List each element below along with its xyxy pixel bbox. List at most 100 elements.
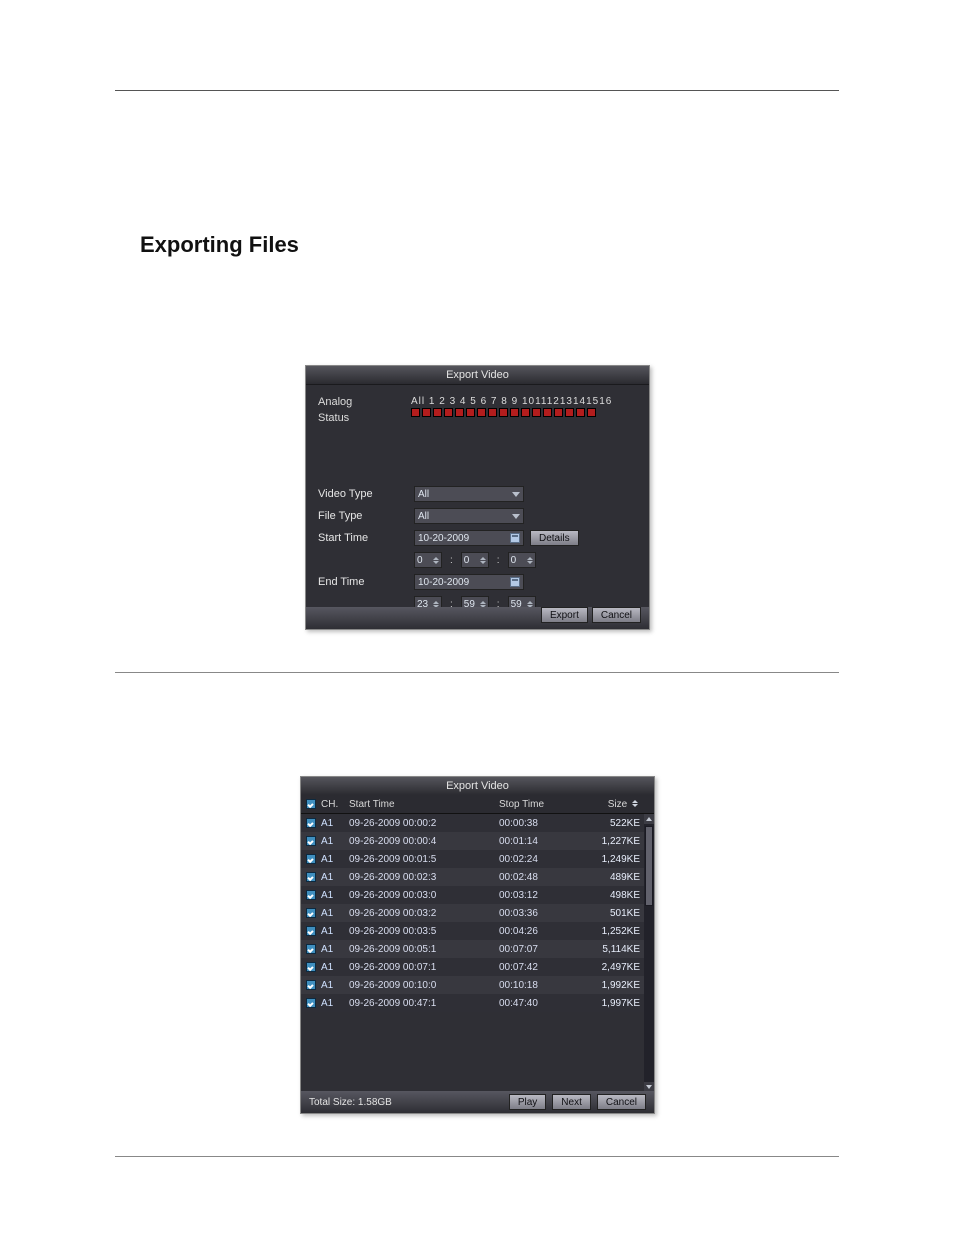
cancel-button[interactable]: Cancel xyxy=(592,607,641,623)
next-button[interactable]: Next xyxy=(552,1094,591,1110)
row-checkbox[interactable] xyxy=(306,890,316,900)
channel-box[interactable] xyxy=(466,408,475,417)
row-checkbox[interactable] xyxy=(306,926,316,936)
table-row[interactable]: A109-26-2009 00:00:200:00:38522KE xyxy=(301,814,654,832)
channel-box-all[interactable] xyxy=(411,408,420,417)
table-row[interactable]: A109-26-2009 00:47:100:47:401,997KE xyxy=(301,994,654,1012)
col-ch[interactable]: CH. xyxy=(321,799,349,810)
export-button[interactable]: Export xyxy=(541,607,588,623)
colon: : xyxy=(495,555,502,566)
scroll-up-icon[interactable] xyxy=(644,814,654,824)
channel-box[interactable] xyxy=(444,408,453,417)
start-sec-value: 0 xyxy=(511,555,517,566)
col-stop[interactable]: Stop Time xyxy=(499,799,570,810)
row-checkbox[interactable] xyxy=(306,854,316,864)
divider-rule-2 xyxy=(115,1156,839,1157)
cell-size: 489KE xyxy=(572,872,654,883)
cell-stop: 00:03:36 xyxy=(499,908,572,919)
start-date-input[interactable]: 10-20-2009 xyxy=(414,530,524,546)
channel-box[interactable] xyxy=(433,408,442,417)
cell-ch: A1 xyxy=(321,890,349,901)
calendar-icon xyxy=(510,577,520,587)
cell-start: 09-26-2009 00:05:1 xyxy=(349,944,499,955)
start-min-stepper[interactable]: 0 xyxy=(461,552,489,568)
label-start-time: Start Time xyxy=(318,532,408,544)
cell-start: 09-26-2009 00:03:0 xyxy=(349,890,499,901)
col-start[interactable]: Start Time xyxy=(349,799,499,810)
video-type-select[interactable]: All xyxy=(414,486,524,502)
cell-stop: 00:03:12 xyxy=(499,890,572,901)
col-size-label: Size xyxy=(608,799,627,810)
cell-ch: A1 xyxy=(321,980,349,991)
details-button[interactable]: Details xyxy=(530,530,579,546)
cell-size: 2,497KE xyxy=(572,962,654,973)
video-type-value: All xyxy=(418,489,429,500)
channel-box[interactable] xyxy=(477,408,486,417)
cell-ch: A1 xyxy=(321,926,349,937)
channel-box[interactable] xyxy=(499,408,508,417)
cell-start: 09-26-2009 00:07:1 xyxy=(349,962,499,973)
cell-size: 1,249KE xyxy=(572,854,654,865)
row-checkbox[interactable] xyxy=(306,818,316,828)
table-row[interactable]: A109-26-2009 00:03:000:03:12498KE xyxy=(301,886,654,904)
cell-stop: 00:02:48 xyxy=(499,872,572,883)
cell-ch: A1 xyxy=(321,836,349,847)
cell-ch: A1 xyxy=(321,872,349,883)
channel-box[interactable] xyxy=(565,408,574,417)
top-rule xyxy=(115,90,839,91)
cell-stop: 00:02:24 xyxy=(499,854,572,865)
table-row[interactable]: A109-26-2009 00:02:300:02:48489KE xyxy=(301,868,654,886)
cell-stop: 00:47:40 xyxy=(499,998,572,1009)
start-hour-stepper[interactable]: 0 xyxy=(414,552,442,568)
row-checkbox[interactable] xyxy=(306,908,316,918)
cell-start: 09-26-2009 00:03:2 xyxy=(349,908,499,919)
channel-box[interactable] xyxy=(488,408,497,417)
table-row[interactable]: A109-26-2009 00:03:500:04:261,252KE xyxy=(301,922,654,940)
cell-size: 522KE xyxy=(572,818,654,829)
scrollbar[interactable] xyxy=(644,814,654,1091)
channel-box[interactable] xyxy=(510,408,519,417)
channel-box[interactable] xyxy=(422,408,431,417)
row-checkbox[interactable] xyxy=(306,962,316,972)
table-row[interactable]: A109-26-2009 00:05:100:07:075,114KE xyxy=(301,940,654,958)
row-checkbox[interactable] xyxy=(306,836,316,846)
cell-start: 09-26-2009 00:01:5 xyxy=(349,854,499,865)
channel-box[interactable] xyxy=(576,408,585,417)
table-row[interactable]: A109-26-2009 00:03:200:03:36501KE xyxy=(301,904,654,922)
channel-header: All 1 2 3 4 5 6 7 8 9 10111213141516 xyxy=(411,396,612,407)
channel-box[interactable] xyxy=(587,408,596,417)
table-row[interactable]: A109-26-2009 00:00:400:01:141,227KE xyxy=(301,832,654,850)
col-size[interactable]: Size xyxy=(570,799,654,810)
row-checkbox[interactable] xyxy=(306,872,316,882)
table-row[interactable]: A109-26-2009 00:10:000:10:181,992KE xyxy=(301,976,654,994)
channel-box[interactable] xyxy=(521,408,530,417)
table-row[interactable]: A109-26-2009 00:07:100:07:422,497KE xyxy=(301,958,654,976)
export-video-dialog-1: Export Video Analog Status All 1 2 3 4 5… xyxy=(305,365,650,630)
file-type-select[interactable]: All xyxy=(414,508,524,524)
cell-size: 1,997KE xyxy=(572,998,654,1009)
cell-stop: 00:01:14 xyxy=(499,836,572,847)
cell-size: 5,114KE xyxy=(572,944,654,955)
cell-stop: 00:07:42 xyxy=(499,962,572,973)
cell-size: 501KE xyxy=(572,908,654,919)
start-sec-stepper[interactable]: 0 xyxy=(508,552,536,568)
end-date-input[interactable]: 10-20-2009 xyxy=(414,574,524,590)
chevron-down-icon xyxy=(512,492,520,497)
cell-ch: A1 xyxy=(321,998,349,1009)
row-checkbox[interactable] xyxy=(306,980,316,990)
table-row[interactable]: A109-26-2009 00:01:500:02:241,249KE xyxy=(301,850,654,868)
channel-box[interactable] xyxy=(532,408,541,417)
row-checkbox[interactable] xyxy=(306,944,316,954)
scroll-down-icon[interactable] xyxy=(644,1082,654,1091)
divider-rule-1 xyxy=(115,672,839,673)
cancel-button[interactable]: Cancel xyxy=(597,1094,646,1110)
play-button[interactable]: Play xyxy=(509,1094,546,1110)
scroll-thumb[interactable] xyxy=(645,826,653,906)
select-all-checkbox[interactable] xyxy=(306,799,316,809)
channel-box[interactable] xyxy=(554,408,563,417)
channel-box[interactable] xyxy=(455,408,464,417)
cell-start: 09-26-2009 00:00:2 xyxy=(349,818,499,829)
start-date-value: 10-20-2009 xyxy=(418,533,469,544)
channel-box[interactable] xyxy=(543,408,552,417)
row-checkbox[interactable] xyxy=(306,998,316,1008)
